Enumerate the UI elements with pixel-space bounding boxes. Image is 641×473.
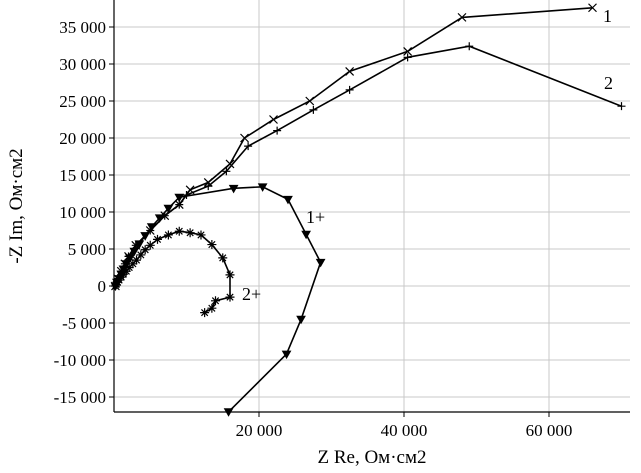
tick-labels: 20 000 40 000 60 000 35 000 30 000 25 000 20 0… [54, 18, 573, 440]
data-point [269, 115, 278, 124]
series-4: 2+ [110, 226, 261, 318]
data-point [228, 184, 239, 194]
data-point [154, 214, 165, 223]
series-1: 1 [111, 3, 612, 291]
data-point [146, 223, 157, 232]
y-tick-label: 5 000 [68, 240, 106, 259]
data-point [309, 105, 318, 114]
data-point [257, 183, 268, 192]
data-point [345, 66, 355, 76]
data-point [225, 270, 235, 280]
y-tick-label: 25 000 [59, 92, 106, 111]
data-point [204, 182, 213, 191]
x-tick-label: 60 000 [526, 421, 573, 440]
x-tick-label: 20 000 [236, 421, 283, 440]
data-point [281, 350, 292, 360]
y-tick-label: 30 000 [59, 55, 106, 74]
y-tick-label: 0 [98, 277, 107, 296]
series: 1 2 1+ 2+ [110, 3, 626, 417]
series-label: 2+ [242, 284, 261, 304]
data-point [124, 263, 134, 272]
data-point [225, 159, 235, 169]
data-point [174, 226, 184, 236]
data-point [129, 247, 140, 257]
data-point [244, 142, 253, 151]
data-point [218, 253, 228, 263]
data-point [128, 259, 138, 269]
data-point [222, 167, 231, 176]
data-point [211, 296, 220, 306]
axes [113, 0, 630, 413]
data-point [131, 255, 141, 265]
data-point [240, 133, 249, 143]
data-point [196, 230, 206, 240]
data-point [617, 102, 626, 111]
y-tick-label: 10 000 [59, 203, 106, 222]
y-tick-label: -10 000 [54, 351, 106, 370]
data-point [153, 234, 162, 244]
data-point [315, 258, 326, 268]
data-point [121, 266, 131, 276]
y-tick-label: -5 000 [62, 314, 106, 333]
data-point [345, 85, 354, 94]
grid [114, 0, 630, 412]
data-point [200, 308, 210, 318]
y-axis-title: -Z Im, Ом·см2 [6, 148, 27, 263]
data-point [296, 315, 306, 325]
data-point [273, 126, 282, 135]
data-point [225, 292, 235, 302]
data-point [223, 408, 234, 417]
data-point [305, 96, 315, 106]
data-point [403, 46, 413, 56]
data-point [588, 3, 597, 13]
y-tick-label: 35 000 [59, 18, 106, 37]
y-tick-label: 15 000 [59, 166, 106, 185]
series-line [114, 185, 322, 413]
data-point [163, 230, 173, 240]
data-point [185, 228, 195, 238]
data-point [136, 250, 146, 260]
data-point [457, 12, 467, 22]
data-point [125, 254, 135, 263]
data-point [403, 53, 412, 62]
data-point [134, 240, 145, 249]
data-point [301, 230, 311, 240]
data-point [207, 303, 217, 313]
series-label: 1 [603, 6, 612, 26]
series-2: 2 [111, 42, 626, 290]
data-point [145, 240, 155, 250]
series-label: 2 [604, 73, 613, 93]
x-axis-title: Z Re, Ом·см2 [318, 447, 427, 468]
data-point [465, 42, 474, 51]
series-label: 1+ [306, 207, 325, 227]
data-point [140, 245, 150, 255]
y-tick-label: 20 000 [59, 129, 106, 148]
y-tick-label: -15 000 [54, 388, 106, 407]
series-line [114, 7, 593, 287]
data-point [163, 204, 174, 214]
series-line [114, 45, 622, 287]
data-point [207, 240, 217, 250]
x-tick-label: 40 000 [381, 421, 428, 440]
data-point [283, 195, 293, 205]
data-point [140, 232, 151, 241]
data-point [174, 193, 185, 203]
